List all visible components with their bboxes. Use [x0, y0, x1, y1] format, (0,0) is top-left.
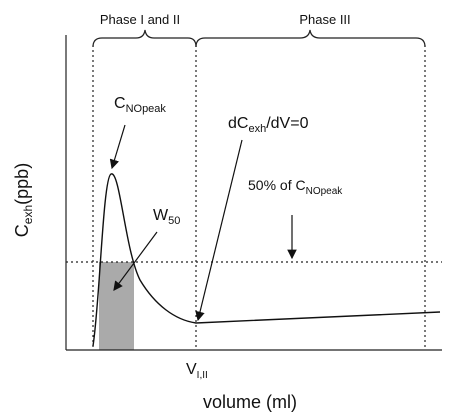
x-axis-label: volume (ml)	[203, 392, 297, 412]
half-label: 50% of CNOpeak	[248, 177, 343, 197]
width-label: W50	[153, 207, 180, 227]
brace	[195, 29, 426, 48]
arrow	[195, 139, 243, 322]
w50-area	[99, 262, 134, 350]
arrow	[113, 231, 158, 291]
peak-label: CNOpeak	[114, 95, 166, 115]
phase-label: Phase III	[299, 12, 350, 27]
phase-label: Phase I and II	[100, 12, 180, 27]
x-marker-label: VI,II	[186, 361, 208, 381]
y-axis-label: Cexh(ppb)	[12, 163, 35, 237]
brace	[92, 29, 197, 48]
curve	[92, 173, 441, 347]
arrow	[109, 124, 126, 170]
slope-label: dCexh/dV=0	[228, 115, 309, 135]
